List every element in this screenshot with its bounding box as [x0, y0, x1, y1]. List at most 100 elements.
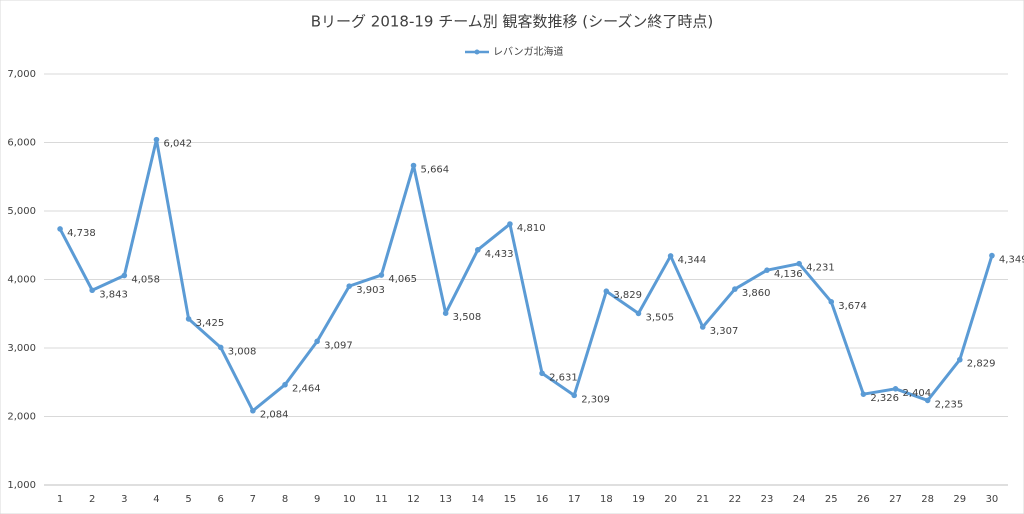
data-point	[957, 356, 963, 363]
data-point	[603, 288, 610, 295]
data-point	[282, 381, 288, 388]
chart-title: Bリーグ 2018-19 チーム別 観客数推移 (シーズン終了時点)	[311, 13, 714, 31]
data-label: 4,810	[517, 223, 546, 234]
data-label: 4,344	[678, 255, 707, 266]
x-tick-label: 22	[728, 494, 741, 505]
data-label: 2,084	[260, 410, 289, 421]
x-tick-label: 13	[439, 494, 452, 505]
data-point	[667, 253, 674, 259]
data-label: 2,464	[292, 384, 321, 395]
data-label: 2,326	[870, 393, 899, 404]
data-label: 3,008	[228, 346, 257, 357]
data-point	[860, 391, 867, 397]
legend-label: レバンガ北海道	[493, 45, 564, 58]
data-label: 3,307	[710, 326, 739, 337]
x-tick-label: 23	[761, 494, 774, 505]
data-label: 2,309	[581, 394, 610, 405]
x-tick-label: 28	[921, 494, 934, 505]
x-tick-label: 21	[696, 494, 709, 505]
data-point	[250, 407, 256, 414]
data-point	[153, 136, 160, 143]
data-label: 4,065	[388, 274, 417, 285]
x-tick-label: 6	[218, 494, 224, 505]
data-point	[185, 316, 192, 322]
x-tick-label: 2	[89, 494, 95, 505]
x-tick-label: 1	[57, 494, 63, 505]
x-tick-label: 16	[536, 494, 549, 505]
x-tick-label: 27	[889, 494, 902, 505]
data-point	[539, 370, 545, 377]
x-tick-label: 7	[250, 494, 256, 505]
data-point	[924, 397, 931, 404]
y-tick-label: 6,000	[7, 138, 36, 149]
data-label: 3,508	[453, 312, 482, 323]
x-tick-label: 12	[407, 494, 420, 505]
x-tick-label: 5	[185, 494, 191, 505]
legend-marker	[474, 49, 480, 55]
x-tick-label: 17	[568, 494, 581, 505]
data-point	[828, 299, 835, 305]
data-point	[57, 226, 63, 232]
x-tick-label: 19	[632, 494, 645, 505]
x-tick-label: 9	[314, 494, 320, 505]
data-point	[217, 344, 224, 351]
data-label: 2,404	[903, 388, 932, 399]
data-label: 3,425	[196, 318, 225, 329]
x-tick-label: 11	[375, 494, 388, 505]
data-label: 4,058	[131, 275, 160, 286]
series-line	[58, 138, 994, 413]
x-tick-label: 20	[664, 494, 677, 505]
x-tick-label: 10	[343, 494, 356, 505]
data-label: 3,505	[645, 312, 674, 323]
y-tick-label: 3,000	[7, 343, 36, 354]
data-point	[121, 272, 128, 279]
x-tick-label: 15	[504, 494, 517, 505]
data-label: 3,843	[99, 289, 128, 300]
x-tick-label: 4	[153, 494, 159, 505]
x-tick-label: 3	[121, 494, 127, 505]
data-point	[635, 310, 642, 317]
data-point	[314, 338, 320, 345]
data-point	[507, 221, 513, 227]
x-tick-label: 30	[986, 494, 999, 505]
data-point	[989, 252, 995, 259]
data-label: 3,097	[324, 340, 353, 351]
data-label: 3,860	[742, 288, 771, 299]
data-label: 4,136	[774, 269, 803, 280]
x-tick-label: 18	[600, 494, 613, 505]
data-point	[346, 283, 353, 289]
data-point	[410, 162, 417, 169]
x-tick-label: 26	[857, 494, 870, 505]
data-point	[442, 310, 449, 317]
data-point	[571, 392, 577, 399]
x-tick-label: 24	[793, 494, 806, 505]
data-label: 4,738	[67, 228, 96, 239]
data-label: 3,903	[356, 285, 385, 296]
y-tick-label: 2,000	[7, 412, 36, 423]
data-point	[732, 286, 738, 292]
y-tick-label: 5,000	[7, 206, 36, 217]
data-label: 4,433	[485, 249, 514, 260]
data-label: 2,235	[935, 399, 964, 410]
x-tick-label: 29	[953, 494, 966, 505]
data-label: 2,631	[549, 372, 578, 383]
data-label: 6,042	[163, 139, 192, 150]
data-point	[475, 247, 481, 253]
y-tick-label: 1,000	[7, 480, 36, 491]
data-label: 2,829	[967, 359, 996, 370]
x-tick-label: 8	[282, 494, 288, 505]
x-tick-label: 25	[825, 494, 838, 505]
data-point	[892, 386, 899, 392]
y-tick-label: 4,000	[7, 275, 36, 286]
data-label: 4,231	[806, 263, 835, 274]
data-point	[796, 260, 802, 267]
data-point	[699, 324, 706, 330]
y-tick-label: 7,000	[7, 69, 36, 80]
data-label: 4,349	[999, 255, 1024, 266]
data-point	[378, 272, 385, 278]
data-label: 3,674	[838, 301, 867, 312]
data-point	[89, 287, 95, 294]
data-label: 5,664	[421, 165, 450, 176]
